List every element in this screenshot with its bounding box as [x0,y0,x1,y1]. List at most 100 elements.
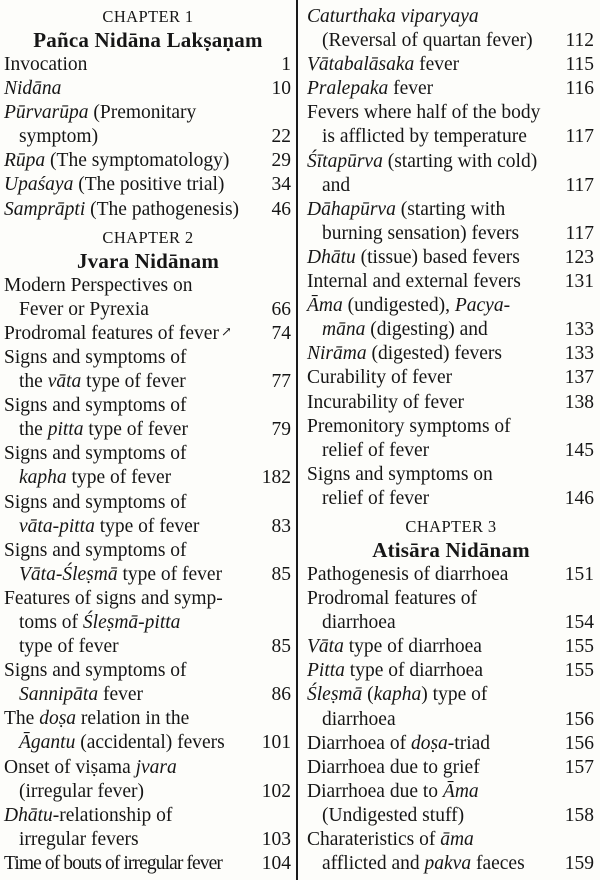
toc-line: diarrhoea 154 [307,611,595,635]
text-segment: Onset of viṣama [4,756,136,778]
text-segment: afflicted and [322,853,425,875]
toc-line-text: Signs and symptoms of [4,659,292,683]
toc-line: Śleṣmā (kapha) type of [307,683,595,707]
toc-line: kapha type of fever 182 [4,466,292,490]
text-segment: Signs and symptoms of [4,539,187,561]
page-number: 155 [564,636,594,658]
toc-line: irregular fevers 103 [4,828,292,852]
toc-line: toms of Śleṣmā-pitta [4,611,292,635]
toc-line-text: diarrhoea [307,611,595,635]
toc-line: Incurability of fever 138 [307,391,595,415]
toc-line: Time of bouts of irregular fever 104 [4,852,292,876]
toc-column-left: CHAPTER 1 Pañca Nidāna Lakṣaṇam Invocation… [0,5,296,880]
toc-line-text: Signs and symptoms of [4,346,292,370]
text-segment: Signs and symptoms on [307,463,493,485]
page-number: 34 [271,174,292,196]
toc-line-text: Diarrhoea due to grief [307,756,595,780]
page-number: 117 [565,174,594,196]
text-segment: (starting with [395,198,506,220]
page-number: 115 [565,54,594,76]
text-segment: type of fever [83,419,188,441]
text-segment: (digesting) and [365,319,488,341]
sanskrit-term: Vātabalāsaka [307,54,415,76]
sanskrit-term: Śleṣmā [307,684,363,706]
toc-line-text: Curability of fever [307,366,595,390]
toc-line: (Reversal of quartan fever) 112 [307,29,595,53]
toc-line: Rūpa (The symptomatology) 29 [4,149,292,173]
toc-line-text: The doṣa relation in the [4,707,292,731]
toc-column-right: Caturthaka viparyaya (Reversal of quartan… [298,5,600,880]
toc-line: Upaśaya (The positive trial) 34 [4,173,292,197]
sanskrit-term: Dhātu [307,246,356,268]
text-segment: (Reversal of quartan fever) [322,30,533,52]
toc-line-text: burning sensation) fevers [307,222,595,246]
toc-line: is afflicted by temperature 117 [307,125,595,149]
toc-line: Nirāma (digested) fevers 133 [307,342,595,366]
toc-line-text: vāta-pitta type of fever [4,515,292,539]
text-segment: Signs and symptoms of [4,660,187,682]
sanskrit-term: Āma [442,780,479,802]
toc-line: Vāta type of diarrhoea 155 [307,635,595,659]
page-number: 158 [564,804,594,826]
sanskrit-term: Pūrvarūpa [4,102,89,124]
toc-line-text: symptom) [4,125,292,149]
column-divider [296,0,298,880]
toc-line: Pathogenesis of diarrhoea 151 [307,563,595,587]
toc-line-text: Dhātu (tissue) based fevers [307,246,595,270]
text-segment: Signs and symptoms of [4,491,187,513]
text-segment: Signs and symptoms of [4,443,187,465]
toc-line: Charateristics of āma [307,828,595,852]
toc-line-text: Vāta type of diarrhoea [307,635,595,659]
toc-line: Diarrhoea due to Āma [307,780,595,804]
sanskrit-term: Upaśaya [4,174,74,196]
text-segment: Prodromal features of fever [4,322,219,344]
toc-line-text: (irregular fever) [4,780,292,804]
toc-line: Pralepaka fever 116 [307,77,595,101]
chapter-number: CHAPTER 1 [102,7,194,26]
text-segment: (irregular fever) [19,780,145,802]
arrow-mark-icon: ↗ [220,323,232,339]
toc-line: Curability of fever 137 [307,366,595,390]
toc-line: Signs and symptoms of [4,659,292,683]
sanskrit-term: Pitta [307,660,345,682]
chapter-title: Pañca Nidāna Lakṣaṇam [33,28,263,52]
toc-line-text: Nirāma (digested) fevers [307,342,595,366]
page-number: 156 [564,708,594,730]
text-segment: relief of fever [322,439,430,461]
toc-line: Sannipāta fever 86 [4,683,292,707]
page-number: 103 [261,828,291,850]
text-segment: (starting with cold) [382,150,538,172]
toc-line-text: Fever or Pyrexia [4,298,292,322]
toc-line: Samprāpti (The pathogenesis) 46 [4,198,292,222]
sanskrit-term: Samprāpti [4,198,86,220]
toc-line: Āgantu (accidental) fevers 101 [4,731,292,755]
toc-line-text: Vāta-Śleṣmā type of fever [4,563,292,587]
toc-line: Dhātu (tissue) based fevers 123 [307,246,595,270]
sanskrit-term: pakva [424,853,472,875]
text-segment: (The symptomatology) [45,150,230,172]
page-number: 83 [271,515,292,537]
toc-line-text: Samprāpti (The pathogenesis) [4,198,292,222]
sanskrit-term: kapha [19,467,67,489]
page-number: 29 [271,150,292,172]
text-segment: Time of bouts of irregular fever [4,852,223,874]
text-segment: type of diarrhoea [344,660,483,682]
page-number: 46 [271,198,292,220]
toc-line: māna (digesting) and 133 [307,318,595,342]
toc-line-text: Pathogenesis of diarrhoea [307,563,595,587]
toc-line: afflicted and pakva faeces 159 [307,852,595,876]
page-number: 182 [261,467,291,489]
text-segment: Prodromal features of [307,588,478,610]
page-number: 66 [271,298,292,320]
page-number: 116 [565,78,594,100]
text-segment: Fever or Pyrexia [19,298,149,320]
text-segment: fever [98,684,144,706]
text-segment: Signs and symptoms of [4,395,187,417]
toc-line: relief of fever 145 [307,439,595,463]
page-number: 154 [564,612,594,634]
text-segment: symptom) [19,126,99,148]
page-number: 117 [565,126,594,148]
toc-line-text: Fevers where half of the body [307,101,595,125]
toc-line-text: Pitta type of diarrhoea [307,659,595,683]
toc-line-text: (Reversal of quartan fever) [307,29,595,53]
